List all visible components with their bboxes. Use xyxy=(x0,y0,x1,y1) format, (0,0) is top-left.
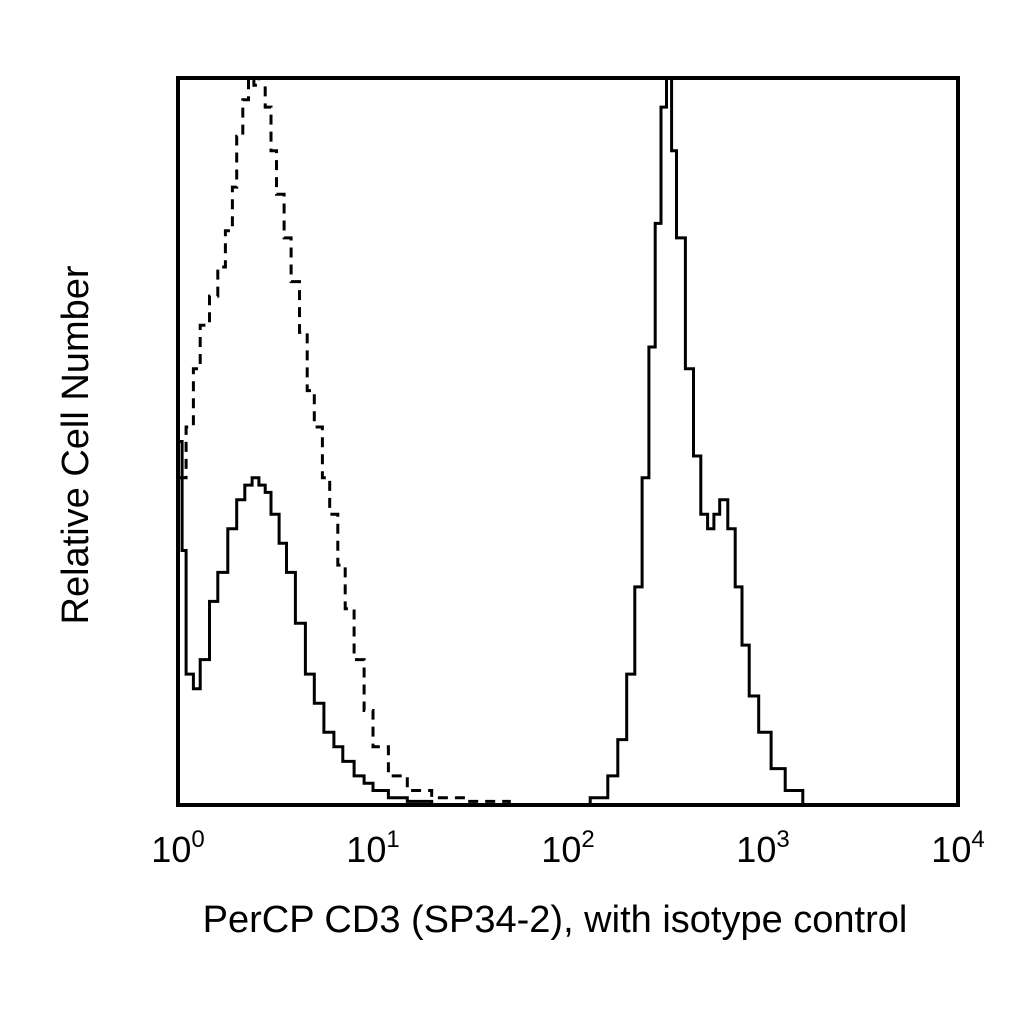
histogram-series-1-dashed xyxy=(178,78,568,805)
x-tick-labels: 100 101 102 103 104 xyxy=(151,826,984,870)
y-axis-label: Relative Cell Number xyxy=(55,265,97,624)
x-tick-label: 102 xyxy=(541,826,594,870)
x-tick-label: 103 xyxy=(736,826,789,870)
plot-frame xyxy=(176,76,960,807)
plot-layer xyxy=(176,76,960,807)
x-tick-label: 101 xyxy=(346,826,399,870)
x-tick-label: 104 xyxy=(931,826,984,870)
histogram-series-2-solid xyxy=(178,440,510,805)
x-tick-label: 100 xyxy=(151,826,204,870)
x-axis-label: PerCP CD3 (SP34-2), with isotype control xyxy=(203,899,908,941)
histogram-series-3-solid xyxy=(568,78,958,805)
